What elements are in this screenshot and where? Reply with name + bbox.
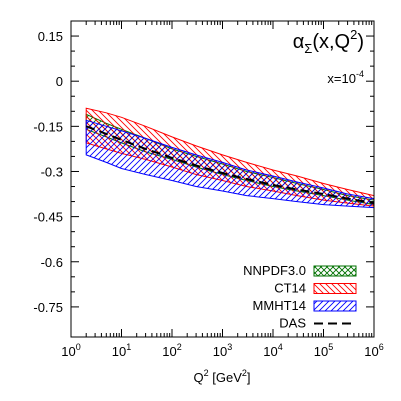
x-tick-label: 100 bbox=[61, 342, 80, 359]
legend: NNPDF3.0 CT14 MMHT14 DAS bbox=[243, 263, 357, 331]
y-tick-label: 0 bbox=[56, 74, 63, 89]
x-tick-label: 101 bbox=[112, 342, 131, 359]
legend-label-mmht14: MMHT14 bbox=[253, 298, 306, 313]
y-tick-label: -0.75 bbox=[33, 300, 63, 315]
legend-swatch-nnpdf3-0 bbox=[313, 265, 357, 277]
x-tick-label: 105 bbox=[314, 342, 333, 359]
y-tick-label: -0.45 bbox=[33, 210, 63, 225]
legend-label-das: DAS bbox=[279, 316, 306, 331]
band-mmht14 bbox=[85, 119, 374, 209]
x-tick-label: 106 bbox=[364, 342, 383, 359]
x-tick-label: 102 bbox=[162, 342, 181, 359]
central-curves bbox=[85, 125, 374, 205]
y-tick-label: -0.3 bbox=[41, 164, 63, 179]
y-tick-label: -0.6 bbox=[41, 255, 63, 270]
x-tick-label: 104 bbox=[263, 342, 282, 359]
legend-swatch-ct14 bbox=[313, 283, 357, 294]
legend-label-ct14: CT14 bbox=[274, 281, 306, 296]
x-tick-label: 103 bbox=[213, 342, 232, 359]
axis-tick-labels: 100 101 102 103 104 105 106 0.15 0 -0.15 -0.3 -0.45… bbox=[33, 29, 383, 359]
y-tick-label: 0.15 bbox=[38, 29, 63, 44]
function-label: αΣ(x,Q2) bbox=[293, 27, 364, 56]
axis-ticks bbox=[70, 21, 375, 337]
line-das bbox=[85, 125, 374, 205]
uncertainty-bands bbox=[85, 107, 374, 209]
y-tick-label: -0.15 bbox=[33, 119, 63, 134]
legend-label-nnpdf3-0: NNPDF3.0 bbox=[243, 263, 306, 278]
x-value-label: x=10-4 bbox=[327, 69, 364, 86]
x-axis-title: Q2 [GeV2] bbox=[193, 368, 250, 385]
legend-swatch-mmht14 bbox=[313, 300, 357, 312]
